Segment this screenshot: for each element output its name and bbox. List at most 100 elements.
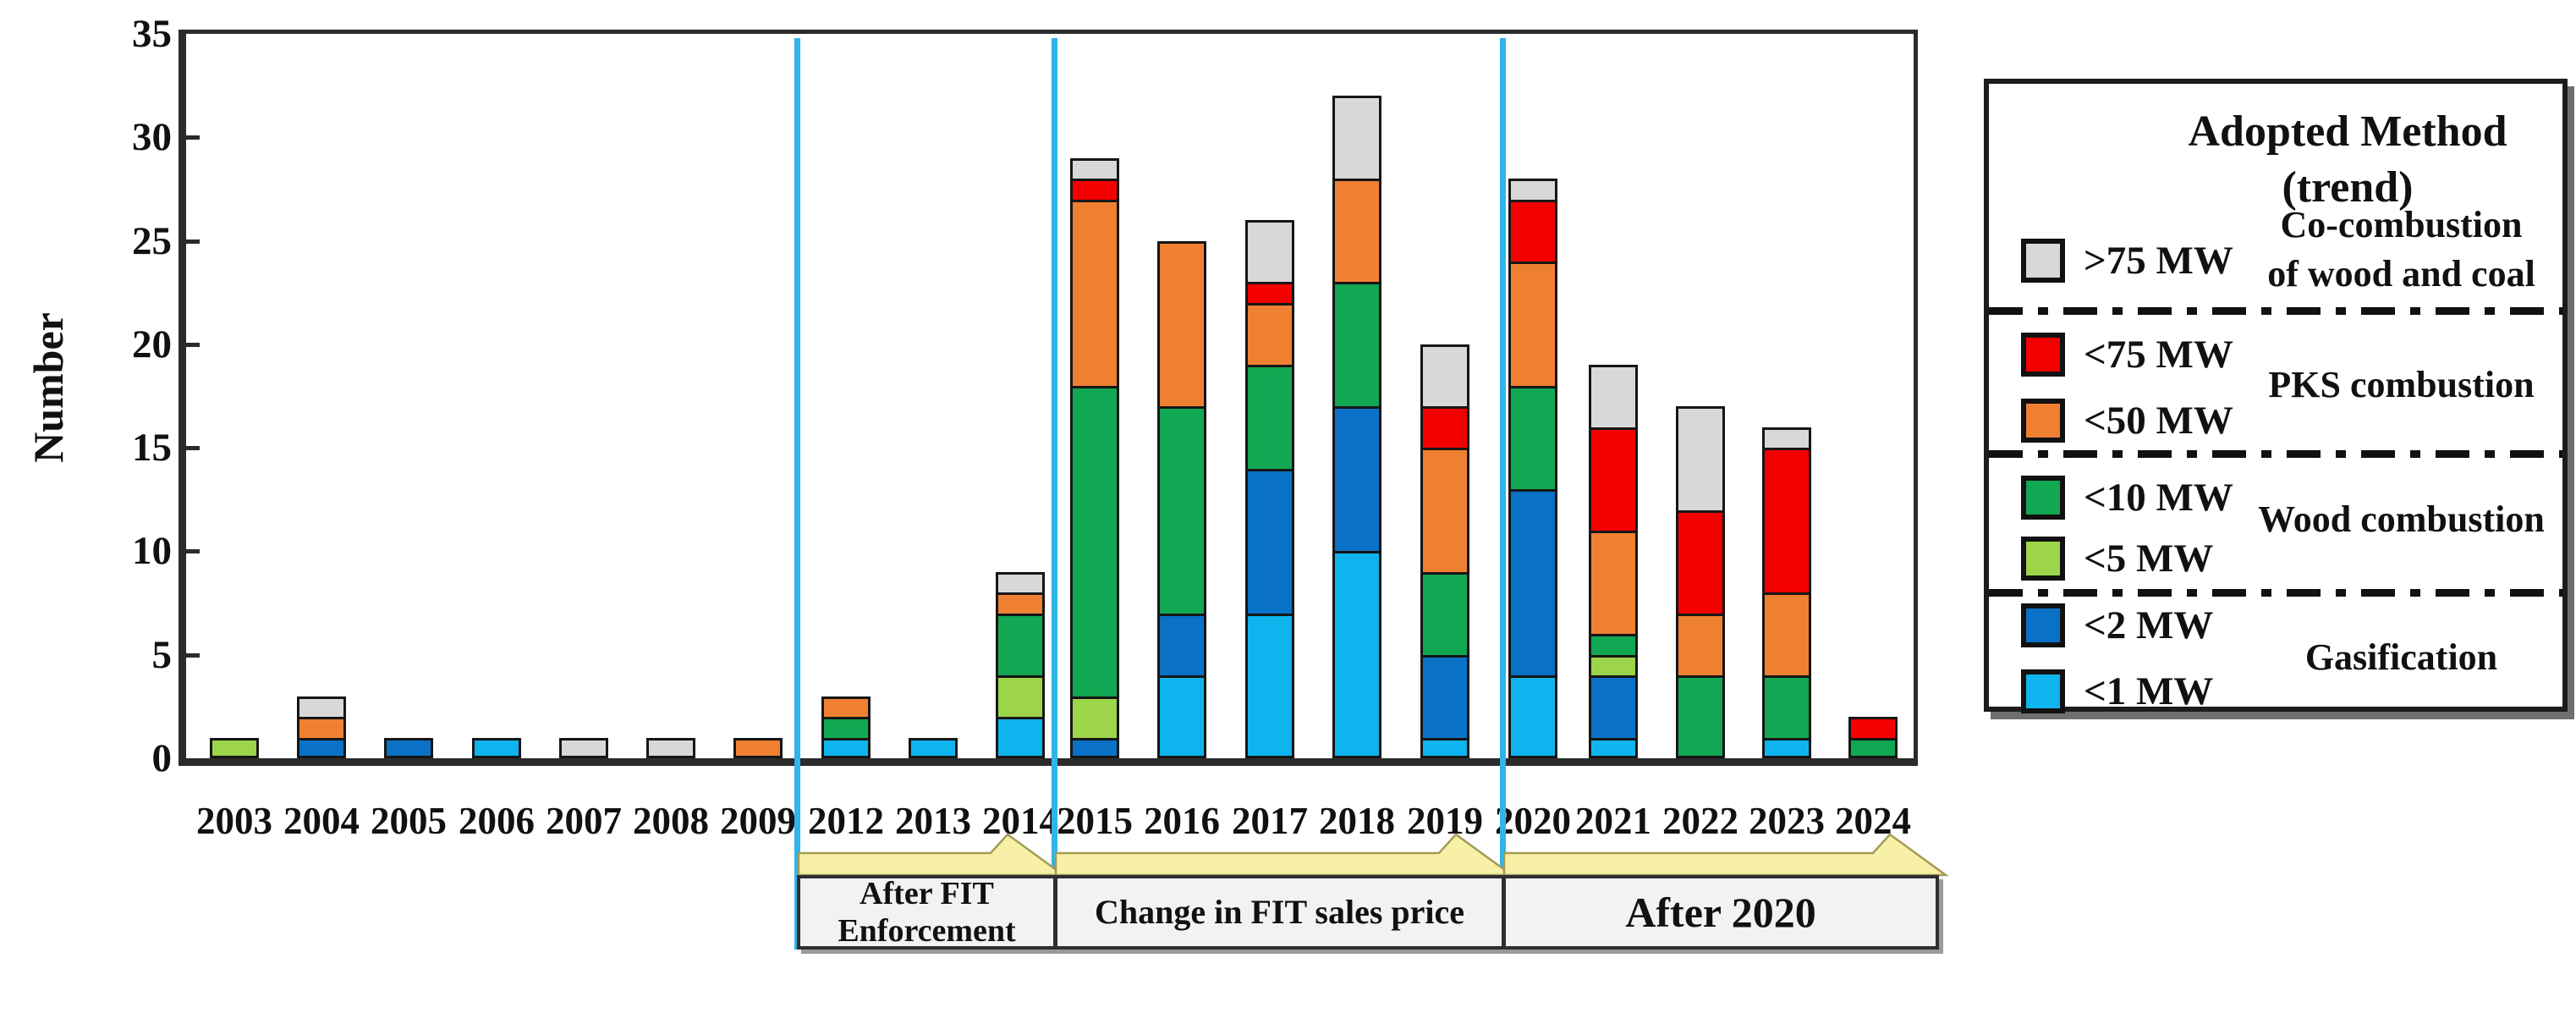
legend-title-line2: (trend) bbox=[2282, 163, 2414, 212]
bar-2004-segment->75MW bbox=[297, 696, 346, 718]
x-tick-label-2024: 2024 bbox=[1835, 800, 1911, 842]
timeline-divider-line-1 bbox=[794, 38, 800, 950]
legend-swatch-icon bbox=[2021, 239, 2065, 283]
bar-2021-segment-<75MW bbox=[1589, 427, 1638, 531]
x-tick-label-2006: 2006 bbox=[459, 800, 535, 842]
x-tick-label-2004: 2004 bbox=[283, 800, 360, 842]
legend-group-divider bbox=[1989, 589, 2562, 597]
x-tick-label-2022: 2022 bbox=[1662, 800, 1738, 842]
legend-size-label: <1 MW bbox=[2084, 669, 2214, 713]
bar-2018-segment-<10MW bbox=[1332, 282, 1381, 407]
bar-2024-segment-<75MW bbox=[1848, 717, 1898, 738]
legend-size-label: <50 MW bbox=[2084, 399, 2233, 443]
period-label: After FIT Enforcement bbox=[838, 876, 1016, 949]
period-arrow-icon bbox=[1054, 833, 1515, 877]
y-tick-mark bbox=[186, 342, 200, 347]
legend-row-<2MW: <2 MW bbox=[2021, 601, 2213, 650]
bar-2005 bbox=[384, 737, 433, 758]
bar-2008-segment->75MW bbox=[646, 737, 695, 758]
bar-2013 bbox=[909, 737, 958, 758]
bar-2019-segment-<75MW bbox=[1420, 406, 1469, 449]
legend-row-<75MW: <75 MW bbox=[2021, 330, 2233, 379]
x-tick-label-2015: 2015 bbox=[1057, 800, 1133, 842]
y-tick-mark bbox=[186, 652, 200, 658]
bar-2023-segment-<50MW bbox=[1762, 592, 1811, 676]
period-label: After 2020 bbox=[1625, 889, 1816, 936]
bar-2012-segment-<10MW bbox=[821, 717, 871, 738]
legend-size-label: <75 MW bbox=[2084, 333, 2233, 377]
bar-2021-segment-<10MW bbox=[1589, 634, 1638, 655]
bar-2012-segment-<50MW bbox=[821, 696, 871, 718]
y-tick-label: 20 bbox=[132, 322, 172, 366]
legend-group-divider bbox=[1989, 450, 2562, 458]
bar-2021-segment-<2MW bbox=[1589, 675, 1638, 738]
legend-row-<10MW: <10 MW bbox=[2021, 473, 2233, 522]
legend-method-label: PKS combustion bbox=[2268, 364, 2535, 405]
bar-2013-segment-<1MW bbox=[909, 737, 958, 758]
timeline-divider-line-3 bbox=[1500, 38, 1506, 950]
bar-2018-segment-<2MW bbox=[1332, 406, 1381, 552]
bar-2020-segment->75MW bbox=[1508, 179, 1557, 200]
x-tick-label-2013: 2013 bbox=[895, 800, 971, 842]
bar-2019-segment-<10MW bbox=[1420, 571, 1469, 655]
bar-2021 bbox=[1589, 365, 1638, 758]
x-tick-label-2008: 2008 bbox=[633, 800, 709, 842]
period-banner-3: After 2020 bbox=[1502, 833, 1949, 950]
legend-swatch-icon bbox=[2021, 537, 2065, 581]
bar-2019 bbox=[1420, 344, 1469, 758]
bar-2014 bbox=[996, 571, 1045, 758]
bar-2017-segment-<50MW bbox=[1245, 302, 1294, 366]
bar-2024-segment-<10MW bbox=[1848, 737, 1898, 758]
bar-2018-segment-<1MW bbox=[1332, 551, 1381, 758]
bar-2017-segment-<10MW bbox=[1245, 365, 1294, 469]
bar-2016-segment-<50MW bbox=[1157, 240, 1206, 407]
period-label: Change in FIT sales price bbox=[1094, 893, 1465, 931]
bar-2023-segment-<1MW bbox=[1762, 737, 1811, 758]
bar-2006-segment-<1MW bbox=[472, 737, 521, 758]
bar-2003 bbox=[210, 737, 259, 758]
bar-2023-segment-<10MW bbox=[1762, 675, 1811, 738]
legend-group-divider bbox=[1989, 307, 2562, 315]
legend-swatch-icon bbox=[2021, 476, 2065, 520]
legend-title: Adopted Method (trend) bbox=[1989, 104, 2562, 216]
x-tick-label-2016: 2016 bbox=[1144, 800, 1220, 842]
bar-2020-segment-<1MW bbox=[1508, 675, 1557, 758]
bar-2007 bbox=[559, 737, 608, 758]
bar-2015-segment->75MW bbox=[1070, 157, 1119, 179]
bar-2023 bbox=[1762, 427, 1811, 758]
legend-row-<1MW: <1 MW bbox=[2021, 667, 2213, 716]
bar-2016-segment-<10MW bbox=[1157, 406, 1206, 614]
period-label-box-2: Change in FIT sales price bbox=[1054, 875, 1505, 950]
period-label-box-1: After FIT Enforcement bbox=[797, 875, 1057, 950]
bar-2005-segment-<2MW bbox=[384, 737, 433, 758]
bar-2023-segment-<75MW bbox=[1762, 448, 1811, 593]
bar-2012 bbox=[821, 696, 871, 758]
legend-size-label: <2 MW bbox=[2084, 603, 2214, 647]
bar-2016-segment-<2MW bbox=[1157, 613, 1206, 676]
y-tick-label: 30 bbox=[132, 115, 172, 160]
bar-2019-segment->75MW bbox=[1420, 344, 1469, 407]
legend-row->75MW: >75 MW bbox=[2021, 236, 2233, 285]
bar-2004-segment-<2MW bbox=[297, 737, 346, 758]
x-tick-label-2014: 2014 bbox=[982, 800, 1058, 842]
bar-2017-segment-<1MW bbox=[1245, 613, 1294, 758]
bar-2004 bbox=[297, 696, 346, 758]
y-tick-label: 25 bbox=[132, 218, 172, 263]
period-label-box-3: After 2020 bbox=[1502, 875, 1939, 950]
bar-2006 bbox=[472, 737, 521, 758]
bar-2015 bbox=[1070, 157, 1119, 758]
legend-swatch-icon bbox=[2021, 603, 2065, 647]
x-tick-label-2018: 2018 bbox=[1319, 800, 1395, 842]
bar-2008 bbox=[646, 737, 695, 758]
bar-2018-segment-<50MW bbox=[1332, 179, 1381, 283]
bar-2022 bbox=[1676, 406, 1725, 758]
bar-2017-segment-<2MW bbox=[1245, 468, 1294, 614]
bar-2020 bbox=[1508, 179, 1557, 758]
legend-method-label: Wood combustion bbox=[2258, 498, 2545, 540]
y-tick-label: 10 bbox=[132, 529, 172, 574]
x-tick-label-2021: 2021 bbox=[1575, 800, 1651, 842]
y-tick-mark bbox=[186, 549, 200, 554]
x-tick-label-2012: 2012 bbox=[808, 800, 884, 842]
bar-2020-segment-<50MW bbox=[1508, 262, 1557, 386]
